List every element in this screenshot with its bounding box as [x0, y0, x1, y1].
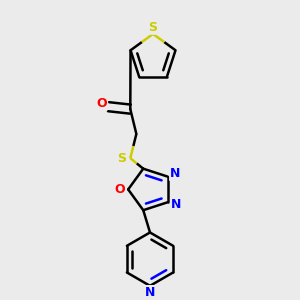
- Text: N: N: [145, 286, 155, 299]
- Text: O: O: [114, 183, 125, 196]
- Text: S: S: [117, 152, 126, 165]
- Text: O: O: [97, 97, 107, 110]
- Text: N: N: [171, 198, 181, 211]
- Text: N: N: [170, 167, 180, 180]
- Text: S: S: [148, 21, 158, 34]
